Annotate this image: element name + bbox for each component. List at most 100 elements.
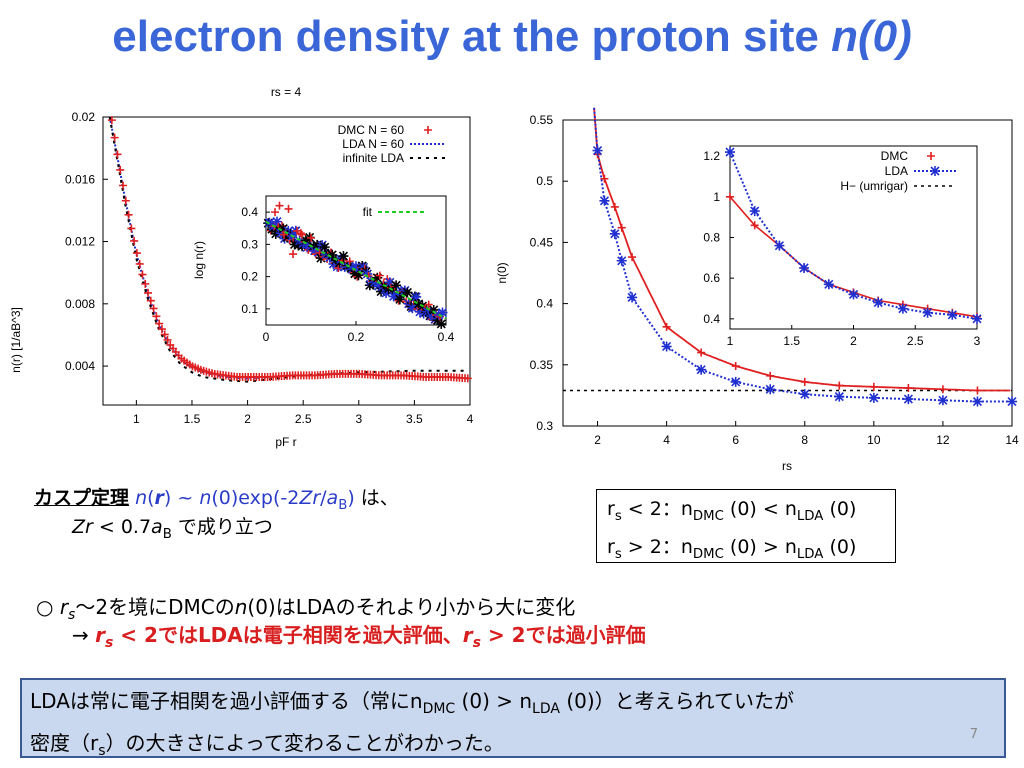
inset-lda-point: [972, 313, 982, 324]
y-tick-label: 0.004: [65, 359, 95, 373]
y-tick-label: 0.35: [530, 358, 554, 372]
y-axis-label: n(r) [1/aB^3]: [9, 307, 23, 373]
x-tick-label: 4: [467, 412, 474, 426]
dmc-point: [124, 210, 133, 219]
inset-lda-point: [289, 239, 300, 250]
y-tick-label: 0.3: [536, 419, 553, 433]
inset-x-tick-label: 1: [727, 334, 734, 348]
inset-dmc-point: [424, 300, 433, 309]
series-infinite-lda-line: [108, 116, 468, 383]
dmc-point: [144, 288, 153, 297]
dmc-point: [600, 174, 609, 183]
inset-y-tick-label: 0.4: [703, 312, 720, 326]
dmc-point: [731, 362, 740, 371]
lda-point: [765, 384, 776, 395]
inset-lda-point: [351, 261, 361, 272]
cusp-ha: は、: [360, 487, 399, 509]
inset-lda-point: [312, 239, 323, 250]
plot-frame: [562, 119, 1013, 427]
dmc-point: [869, 382, 878, 391]
inset-dmc-outlier: [271, 208, 279, 217]
inset-lda-point: [361, 266, 372, 277]
inset-lda-point: [334, 257, 345, 268]
inset-lda-point: [407, 303, 418, 314]
inset-y-tick-label: 0.3: [241, 237, 258, 251]
inset-lda-point: [319, 242, 330, 253]
y-tick-label: 0.012: [65, 235, 95, 249]
inset-lda-point: [725, 147, 735, 158]
dmc-point: [152, 312, 161, 321]
inset-y-tick-label: 0.8: [703, 231, 720, 245]
dmc-point: [463, 374, 472, 383]
cusp-condition: Zr < 0.7aB で成り立つ: [72, 516, 273, 542]
inset-y-axis-label: log n(r): [192, 241, 206, 279]
inset-lda-point: [308, 241, 319, 252]
comparison-line-2: rs > 2：nDMC (0) > nLDA (0): [607, 535, 857, 562]
y-tick-label: 0.008: [65, 297, 95, 311]
y-axis-label: n(0): [495, 262, 509, 283]
x-tick-label: 3.5: [406, 412, 423, 426]
plot-frame: [102, 116, 471, 406]
inset-lda-point: [414, 306, 425, 317]
x-axis-label: pF r: [275, 435, 296, 449]
inset-lda-point: [384, 277, 395, 288]
y-tick-label: 0.55: [530, 113, 554, 127]
lda-point: [661, 341, 672, 352]
inset-legend-marker-dmc: [927, 152, 935, 160]
chart-left: rs = 4 1 1.5 2 2.5 3 3.5 4 0.004 0.008 0.012 0.016 0…: [9, 85, 474, 449]
dmc-point: [938, 385, 947, 394]
inset-legend-label: H− (umrigar): [840, 179, 908, 193]
inset-x-tick-label: 2: [850, 334, 857, 348]
inset-lda-point: [358, 262, 369, 273]
dmc-point: [697, 348, 706, 357]
dmc-point: [107, 116, 116, 125]
inset-dmc-point: [345, 257, 354, 266]
inset-lda-point: [364, 280, 375, 291]
dmc-point: [155, 319, 164, 328]
comparison-line-1: rs < 2：nDMC (0) < nLDA (0): [607, 498, 857, 524]
x-tick-label: 1.5: [184, 412, 201, 426]
inset-dmc-point: [334, 264, 343, 273]
y-tick-label: 0.016: [65, 172, 95, 186]
legend-label: DMC N = 60: [338, 123, 405, 137]
inset-x-tick-label: 0.4: [438, 330, 455, 344]
inset-lda-point: [922, 307, 933, 318]
inset-lda-point: [897, 303, 908, 314]
inset-dmc-outlier: [298, 230, 306, 239]
dmc-point: [130, 236, 139, 245]
cusp-theorem: カスプ定理 n(r) ~ n(0)exp(-2Zr/aB) は、: [34, 485, 399, 519]
dmc-point: [135, 259, 144, 268]
bullet-line-2: → rs < 2ではLDAは電子相関を過大評価、rs > 2では過小評価: [72, 623, 646, 651]
inset-lda-point: [823, 279, 834, 290]
inset-dmc-point: [750, 221, 759, 230]
inset-lda-point: [275, 228, 286, 239]
inset-lda-point: [429, 314, 440, 325]
inset-y-tick-label: 0.2: [241, 270, 258, 284]
dmc-point: [141, 279, 150, 288]
inset-lda-point: [267, 224, 278, 235]
inset-lda-point: [848, 289, 859, 300]
x-tick-label: 12: [936, 433, 950, 447]
lda-point: [627, 292, 638, 303]
summary-box: LDAは常に電子相関を過小評価する（常にnDMC (0) > nLDA (0)）…: [20, 678, 1006, 759]
dmc-point: [127, 224, 136, 233]
dmc-point: [662, 322, 671, 331]
lda-point: [592, 145, 603, 156]
x-tick-label: 14: [1005, 433, 1019, 447]
lda-point: [868, 392, 879, 403]
dmc-point: [146, 296, 155, 305]
inset-dmc-outlier: [289, 250, 297, 259]
dmc-point: [132, 249, 141, 258]
inset-dmc-outlier: [307, 233, 315, 242]
bullet-line-1: ○ rs〜2を境にDMCのn(0)はLDAのそれより小から大に変化: [36, 595, 576, 623]
inset-dmc-outlier: [284, 204, 293, 213]
dmc-point: [160, 330, 169, 339]
lda-point: [599, 195, 610, 206]
inset-y-tick-label: 0.1: [241, 302, 258, 316]
x-tick-label: 2: [244, 412, 251, 426]
page-number: 7: [969, 727, 978, 742]
y-tick-label: 0.02: [72, 110, 96, 124]
inset-legend-label: DMC: [881, 149, 909, 163]
lda-point: [696, 364, 707, 375]
inset-lda-point: [332, 261, 343, 272]
